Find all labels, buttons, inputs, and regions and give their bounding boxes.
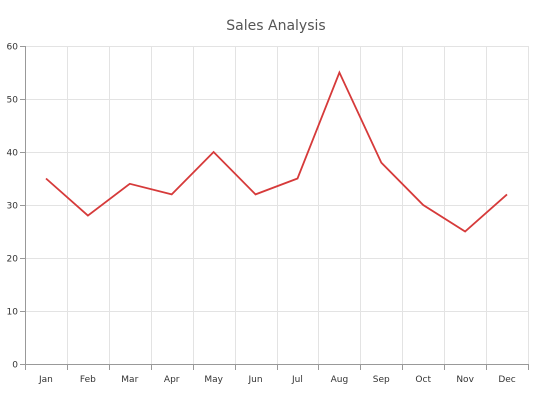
- chart-title: Sales Analysis: [226, 18, 325, 34]
- y-tick-label: 50: [7, 96, 19, 106]
- x-tick-label: Aug: [331, 375, 349, 385]
- x-tick-label: Jul: [291, 375, 303, 385]
- y-tick-label: 0: [12, 361, 18, 371]
- gridlines: [25, 46, 529, 364]
- y-tick-label: 20: [7, 255, 19, 265]
- x-tick-label: Feb: [80, 375, 96, 385]
- y-tick-label: 40: [7, 149, 19, 159]
- x-tick-label: Jun: [248, 375, 263, 385]
- y-tick-label: 10: [7, 308, 19, 318]
- x-tick-label: Dec: [498, 375, 515, 385]
- y-tick-label: 60: [7, 43, 19, 53]
- series-line: [45, 70, 508, 233]
- x-tick-label: Jan: [38, 375, 53, 385]
- x-tick-label: Apr: [164, 375, 180, 385]
- x-tick-label: Nov: [456, 375, 474, 385]
- series-group: [45, 70, 508, 233]
- x-tick-label: Mar: [121, 375, 138, 385]
- x-tick-label: Sep: [373, 375, 390, 385]
- x-tick-label: May: [204, 375, 223, 385]
- x-tick-label: Oct: [415, 375, 431, 385]
- axes: 0 10 20 30 40 50 60 Jan Feb Mar Apr May Jun Jul Aug Sep…: [7, 43, 529, 385]
- y-tick-label: 30: [7, 202, 19, 212]
